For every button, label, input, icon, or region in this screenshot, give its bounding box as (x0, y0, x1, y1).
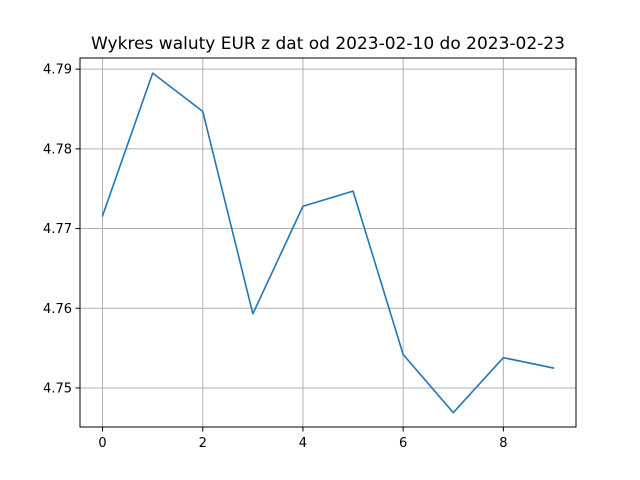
x-tick-label: 4 (299, 436, 307, 451)
x-tick-label: 8 (499, 436, 507, 451)
y-tick-label: 4.78 (43, 142, 72, 157)
x-axis: 0 2 4 6 8 (98, 427, 507, 451)
grid (80, 58, 576, 427)
x-tick-label: 6 (399, 436, 407, 451)
y-axis: 4.75 4.76 4.77 4.78 4.79 (43, 63, 80, 396)
y-tick-label: 4.79 (43, 63, 72, 78)
y-tick-label: 4.75 (43, 381, 72, 396)
x-tick-label: 0 (98, 436, 106, 451)
series-layer (101, 72, 555, 414)
y-tick-label: 4.76 (43, 302, 72, 317)
series-line (101, 72, 555, 414)
chart-title: Wykres waluty EUR z dat od 2023-02-10 do… (91, 34, 565, 54)
y-tick-label: 4.77 (43, 222, 72, 237)
plot-area-frame (79, 57, 577, 428)
x-tick-label: 2 (199, 436, 207, 451)
